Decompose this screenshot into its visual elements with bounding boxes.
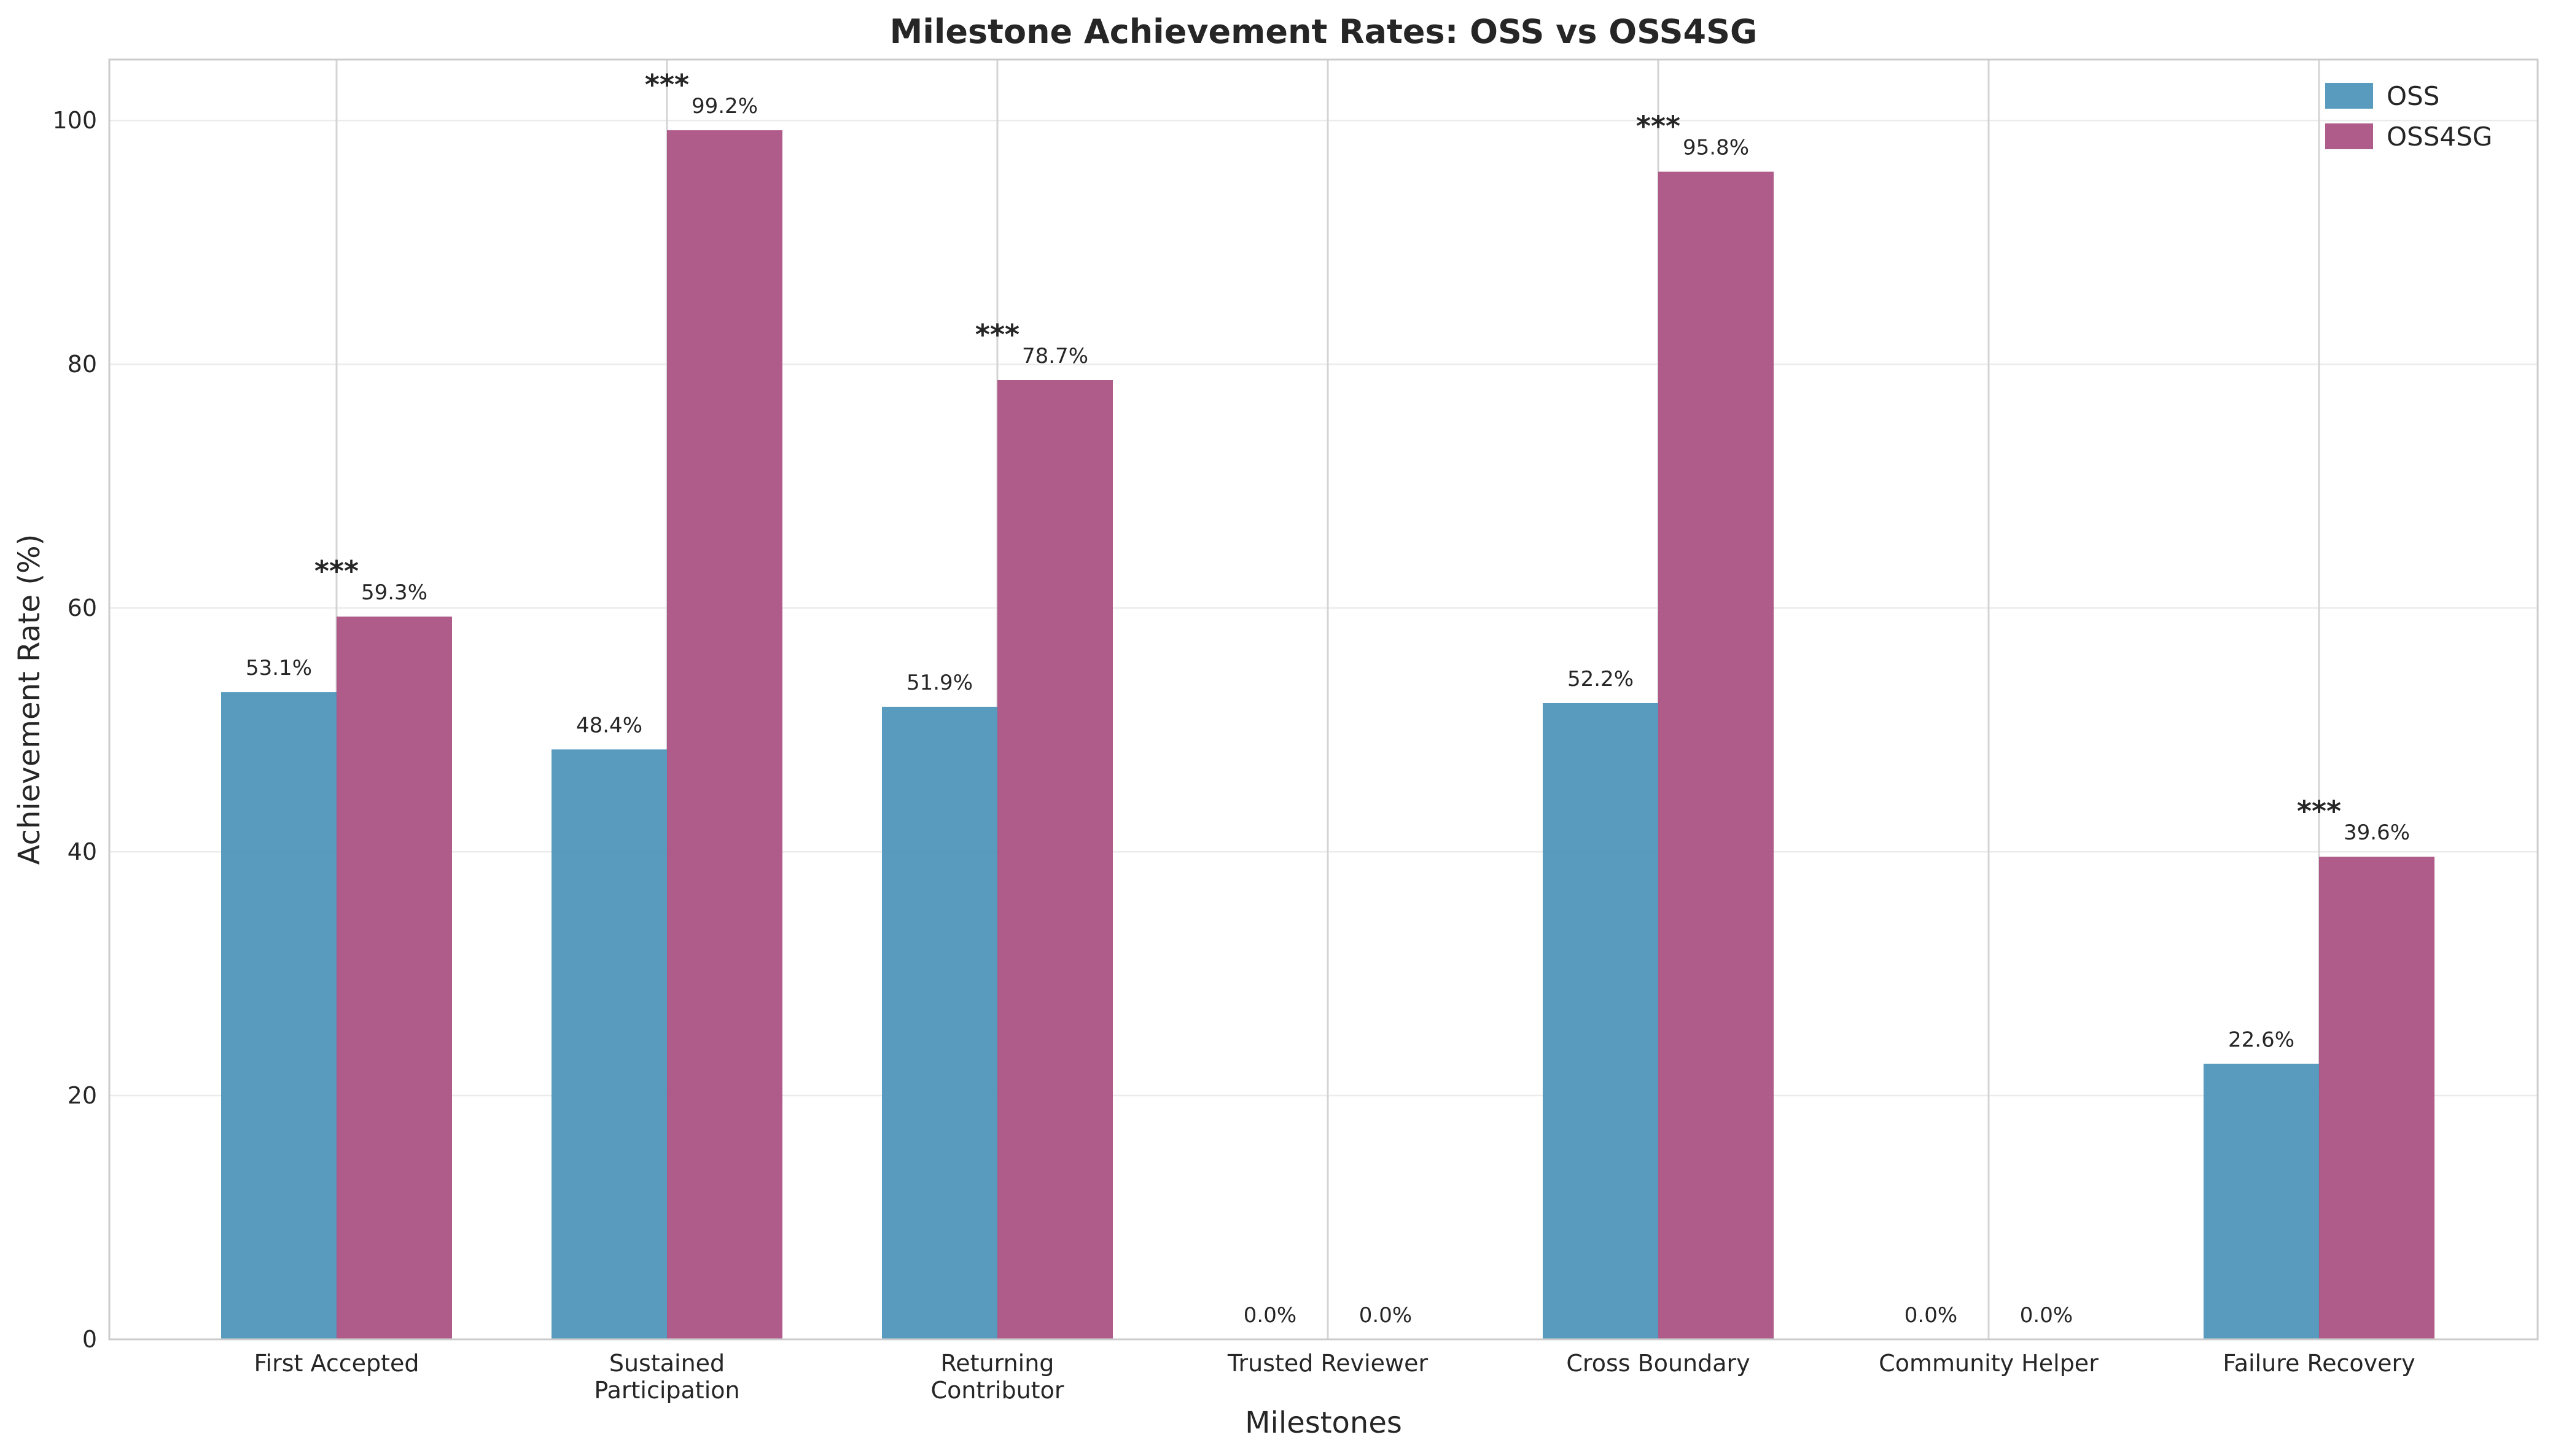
data-label-oss4sg-3: 0.0%: [1359, 1303, 1412, 1328]
data-label-oss4sg-4: 95.8%: [1683, 136, 1749, 160]
data-label-oss-4: 52.2%: [1567, 667, 1634, 691]
legend-swatch-oss: [2325, 83, 2373, 109]
x-tick-label-line: First Accepted: [254, 1350, 419, 1377]
x-tick-label-line: Returning: [941, 1350, 1054, 1377]
bar-oss4sg-1: [667, 130, 782, 1339]
bar-oss-0: [221, 692, 337, 1339]
data-label-oss-0: 53.1%: [246, 656, 312, 680]
data-label-oss4sg-2: 78.7%: [1022, 344, 1088, 368]
legend: OSS OSS4SG: [2325, 81, 2492, 152]
y-axis-label: Achievement Rate (%): [12, 534, 47, 865]
bar-oss4sg-6: [2319, 857, 2434, 1339]
bars-layer: [221, 130, 2434, 1340]
legend-label-oss: OSS: [2387, 81, 2439, 111]
bar-oss-6: [2204, 1064, 2319, 1339]
y-tick-label: 0: [82, 1326, 97, 1353]
y-tick-label: 80: [68, 351, 97, 378]
x-tick-label-3: Trusted Reviewer: [1227, 1350, 1429, 1377]
axes-layer: 0 20 40 60 80 100 First Accepted Sustained Parti…: [52, 107, 2415, 1404]
y-tick-label: 20: [68, 1082, 97, 1109]
bar-oss-2: [882, 706, 997, 1339]
significance-marker-6: ***: [2297, 795, 2341, 828]
significance-marker-2: ***: [975, 318, 1019, 351]
chart-title: Milestone Achievement Rates: OSS vs OSS4…: [890, 12, 1758, 51]
x-tick-label-line: Contributor: [931, 1377, 1064, 1404]
data-label-oss-1: 48.4%: [576, 713, 642, 738]
bar-oss4sg-2: [997, 380, 1113, 1339]
significance-marker-4: ***: [1636, 110, 1680, 143]
data-label-oss4sg-5: 0.0%: [2020, 1303, 2073, 1328]
x-tick-label-0: First Accepted: [254, 1350, 419, 1377]
y-tick-label: 100: [52, 107, 97, 134]
x-tick-label-line: Sustained: [609, 1350, 725, 1377]
x-tick-label-line: Community Helper: [1879, 1350, 2099, 1377]
x-tick-label-line: Trusted Reviewer: [1227, 1350, 1429, 1377]
significance-marker-0: ***: [314, 555, 359, 588]
x-tick-label-5: Community Helper: [1879, 1350, 2099, 1377]
y-tick-label: 60: [68, 594, 97, 621]
x-tick-label-4: Cross Boundary: [1566, 1350, 1750, 1377]
data-label-oss-2: 51.9%: [906, 671, 973, 695]
data-label-oss-5: 0.0%: [1904, 1303, 1957, 1328]
x-tick-label-2: Returning Contributor: [931, 1350, 1064, 1404]
legend-swatch-oss4sg: [2325, 123, 2373, 149]
labels-layer: 53.1% 48.4% 51.9% 0.0% 52.2% 0.0% 22.6% 59.3% 99…: [246, 68, 2410, 1328]
data-label-oss-6: 22.6%: [2228, 1027, 2294, 1052]
y-tick-label: 40: [68, 838, 97, 865]
x-tick-label-line: Participation: [594, 1377, 739, 1404]
bar-oss-1: [552, 749, 667, 1339]
bar-oss-4: [1543, 703, 1658, 1339]
bar-oss4sg-0: [337, 617, 452, 1340]
plot-frame: [108, 58, 2539, 1341]
x-tick-label-line: Failure Recovery: [2223, 1350, 2415, 1377]
x-tick-label-1: Sustained Participation: [594, 1350, 739, 1404]
x-tick-label-6: Failure Recovery: [2223, 1350, 2415, 1377]
x-axis-label: Milestones: [1245, 1406, 1402, 1440]
data-label-oss4sg-6: 39.6%: [2344, 820, 2410, 845]
bar-oss4sg-4: [1658, 171, 1774, 1339]
data-label-oss-3: 0.0%: [1244, 1303, 1296, 1328]
significance-marker-1: ***: [645, 68, 689, 101]
data-label-oss4sg-0: 59.3%: [361, 580, 427, 605]
legend-label-oss4sg: OSS4SG: [2387, 122, 2492, 152]
x-tick-label-line: Cross Boundary: [1566, 1350, 1750, 1377]
data-label-oss4sg-1: 99.2%: [692, 94, 758, 119]
